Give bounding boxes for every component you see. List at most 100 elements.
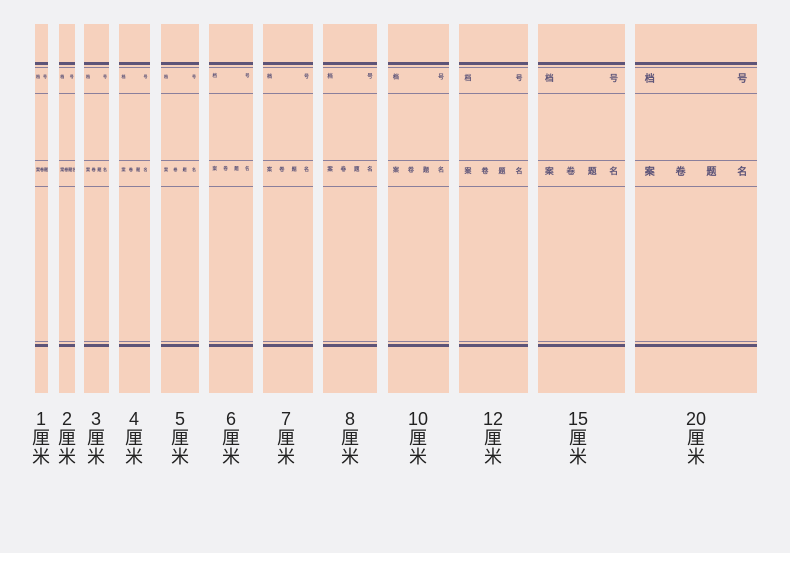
spine-rule xyxy=(35,341,48,342)
archive-number-label: 档号 xyxy=(388,74,449,81)
size-unit-char: 米 xyxy=(222,447,240,467)
spine-rule xyxy=(538,93,625,94)
spine-rule xyxy=(35,160,48,161)
size-number: 15 xyxy=(567,409,589,429)
spine-rule xyxy=(323,186,377,187)
spine-rule xyxy=(119,186,150,187)
file-title-char: 题 xyxy=(422,167,430,174)
spine-rule xyxy=(161,93,199,94)
spine-rule xyxy=(263,341,313,342)
size-number: 12 xyxy=(482,409,504,429)
file-title-char: 案 xyxy=(644,167,655,178)
file-title-char: 名 xyxy=(303,167,309,173)
archive-number-label: 档号 xyxy=(84,75,109,79)
size-unit-char: 米 xyxy=(87,447,105,467)
file-title-label: 案卷题名 xyxy=(161,168,199,172)
archive-number-char: 档 xyxy=(544,74,554,84)
file-title-char: 案 xyxy=(36,167,41,172)
file-title-char: 题 xyxy=(234,167,239,172)
spine-rule xyxy=(635,62,757,65)
spine-rule xyxy=(119,67,150,68)
file-title-char: 卷 xyxy=(407,167,415,174)
size-unit-char: 米 xyxy=(277,447,295,467)
spine-rule xyxy=(84,344,109,347)
spine-rule xyxy=(459,67,528,68)
spine-rule xyxy=(388,186,449,187)
file-title-char: 名 xyxy=(515,167,523,175)
size-unit-char: 米 xyxy=(171,447,189,467)
file-title-char: 案 xyxy=(212,167,217,172)
archive-number-char: 档 xyxy=(164,74,169,79)
file-title-char: 题 xyxy=(136,167,141,172)
file-title-char: 卷 xyxy=(481,167,489,175)
spine-rule xyxy=(635,160,757,161)
spine-rule xyxy=(459,93,528,94)
archive-number-char: 号 xyxy=(143,74,148,79)
spine-rule xyxy=(84,67,109,68)
archive-number-char: 号 xyxy=(103,74,107,79)
archive-spine-20cm: 档号案卷题名 xyxy=(635,24,757,393)
spine-rule xyxy=(459,160,528,161)
spine-rule xyxy=(119,341,150,342)
size-number: 5 xyxy=(174,409,185,429)
spine-rule xyxy=(388,341,449,342)
archive-number-label: 档号 xyxy=(209,74,253,79)
spine-rule xyxy=(119,62,150,65)
archive-spine-4cm: 档号案卷题名 xyxy=(119,24,150,393)
archive-number-char: 档 xyxy=(464,74,472,82)
archive-number-char: 档 xyxy=(267,74,273,80)
size-label-12cm: 12 厘米 xyxy=(473,410,513,467)
size-label-10cm: 10 厘米 xyxy=(398,410,438,467)
spine-rule xyxy=(263,62,313,65)
spine-rule xyxy=(84,341,109,342)
spine-rule xyxy=(263,93,313,94)
archive-number-char: 号 xyxy=(367,74,373,80)
size-number: 4 xyxy=(128,409,139,429)
spine-rule xyxy=(635,93,757,94)
spine-rule xyxy=(459,341,528,342)
size-unit-char: 米 xyxy=(125,447,143,467)
file-title-char: 卷 xyxy=(128,167,133,172)
spine-rule xyxy=(209,341,253,342)
archive-number-label: 档号 xyxy=(59,75,75,79)
file-title-char: 卷 xyxy=(91,167,96,172)
archive-number-char: 档 xyxy=(327,74,333,80)
archive-number-char: 号 xyxy=(303,74,309,80)
spine-strip-row: 档号案卷题名1厘米档号案卷题名2厘米档号案卷题名3厘米档号案卷题名4厘米档号案卷… xyxy=(21,24,757,467)
spine-rule xyxy=(35,186,48,187)
archive-number-label: 档号 xyxy=(538,75,625,84)
file-title-char: 名 xyxy=(737,167,748,178)
spine-rule xyxy=(388,160,449,161)
file-title-char: 卷 xyxy=(675,167,686,178)
archive-number-label: 档号 xyxy=(35,75,48,79)
archive-spine-10cm: 档号案卷题名 xyxy=(388,24,449,393)
size-unit-char: 厘 xyxy=(171,428,189,448)
file-title-char: 题 xyxy=(587,167,597,177)
archive-number-char: 号 xyxy=(42,74,47,79)
size-unit-char: 厘 xyxy=(687,428,705,448)
file-title-char: 题 xyxy=(291,167,297,173)
file-title-label: 案卷题名 xyxy=(263,168,313,173)
file-title-label: 案卷题名 xyxy=(388,167,449,174)
spine-rule xyxy=(59,341,75,342)
spine-rule xyxy=(635,186,757,187)
size-label-15cm: 15 厘米 xyxy=(558,410,598,467)
file-title-char: 卷 xyxy=(223,167,228,172)
spine-rule xyxy=(323,341,377,342)
spine-rule xyxy=(538,341,625,342)
file-title-char: 卷 xyxy=(340,167,347,173)
file-title-char: 卷 xyxy=(40,167,45,172)
archive-number-char: 档 xyxy=(644,74,655,85)
size-number: 3 xyxy=(90,409,101,429)
archive-number-label: 档号 xyxy=(161,75,199,79)
spine-rule xyxy=(84,160,109,161)
size-unit-char: 米 xyxy=(687,447,705,467)
spine-rule xyxy=(538,62,625,65)
spine-rule xyxy=(59,67,75,68)
archive-number-label: 档号 xyxy=(635,75,757,85)
spine-rule xyxy=(161,341,199,342)
file-title-char: 案 xyxy=(464,167,472,175)
